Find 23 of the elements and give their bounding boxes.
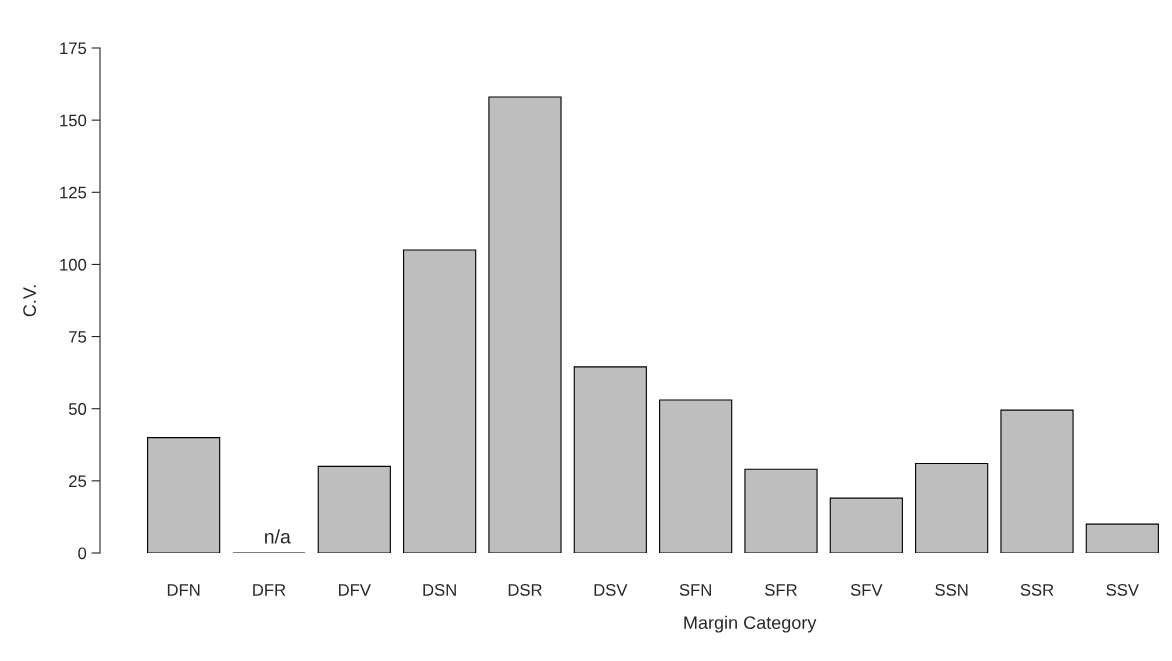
x-axis-title: Margin Category [684, 615, 817, 633]
y-tick-label: 75 [69, 331, 87, 343]
y-axis-title: C.V. [23, 285, 36, 317]
x-tick-label: SSR [1020, 584, 1054, 596]
x-tick-label: DFR [253, 584, 286, 596]
x-tick-label: SFR [765, 584, 797, 596]
x-tick-label: SFV [850, 584, 883, 596]
x-tick-label: DSN [423, 584, 456, 596]
x-tick-label: SSV [1106, 584, 1139, 596]
annotation: n/a [265, 529, 291, 544]
y-tick-label: 125 [60, 186, 87, 199]
y-tick-label: 0 [78, 547, 87, 560]
y-tick-label: 25 [69, 475, 87, 488]
x-tick-label: DSV [594, 584, 628, 596]
y-tick-label: 175 [60, 42, 87, 55]
x-tick-label: DSR [508, 584, 542, 596]
y-tick-label: 150 [60, 114, 87, 127]
y-tick-label: 50 [68, 403, 87, 415]
x-tick-label: DFN [167, 584, 200, 596]
x-tick-label: DFV [339, 584, 371, 596]
x-tick-label: SSN [935, 584, 968, 596]
x-tick-label: SFN [679, 584, 711, 596]
y-tick-label: 100 [60, 258, 87, 271]
